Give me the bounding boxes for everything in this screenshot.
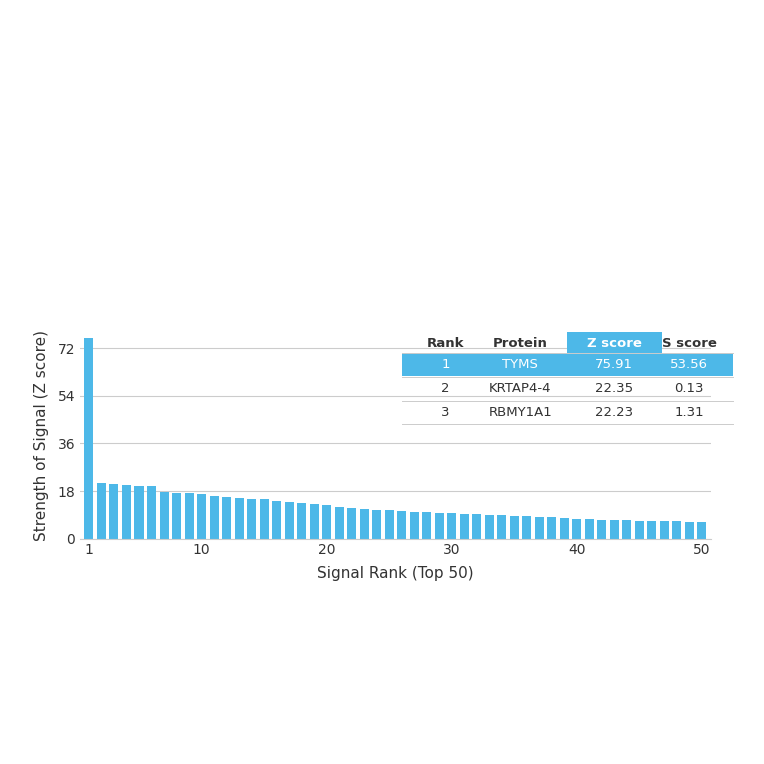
Text: 53.56: 53.56 <box>670 358 708 371</box>
Bar <box>247 499 256 539</box>
Bar <box>597 520 606 539</box>
Bar <box>422 512 431 539</box>
Bar <box>372 510 381 539</box>
Bar <box>134 486 144 539</box>
Bar <box>698 522 706 539</box>
Bar <box>535 517 544 539</box>
Bar <box>197 494 206 539</box>
Bar <box>322 505 331 539</box>
Bar <box>635 520 644 539</box>
Bar <box>510 516 519 539</box>
Text: RBMY1A1: RBMY1A1 <box>488 406 552 419</box>
Bar <box>410 512 419 539</box>
Bar <box>522 516 531 539</box>
Bar <box>209 496 219 539</box>
Bar <box>109 484 118 539</box>
Text: S score: S score <box>662 337 717 350</box>
Bar <box>97 483 106 539</box>
Bar <box>85 338 93 539</box>
Bar <box>222 497 231 539</box>
Text: 1.31: 1.31 <box>675 406 704 419</box>
Bar <box>685 522 694 539</box>
Bar <box>647 521 656 539</box>
Text: Z score: Z score <box>587 337 642 350</box>
FancyBboxPatch shape <box>402 354 733 376</box>
Bar <box>472 514 481 539</box>
Bar <box>384 510 393 539</box>
Bar <box>185 494 193 539</box>
Bar <box>622 520 631 539</box>
FancyBboxPatch shape <box>567 332 662 354</box>
Bar <box>484 515 494 539</box>
Bar <box>172 493 181 539</box>
Bar <box>560 518 568 539</box>
Text: Protein: Protein <box>493 337 548 350</box>
Text: 3: 3 <box>441 406 450 419</box>
Bar <box>572 519 581 539</box>
X-axis label: Signal Rank (Top 50): Signal Rank (Top 50) <box>317 566 474 581</box>
Bar <box>160 492 169 539</box>
Text: Rank: Rank <box>426 337 465 350</box>
Bar <box>547 517 556 539</box>
Bar <box>447 513 456 539</box>
Bar <box>297 503 306 539</box>
Bar <box>122 485 131 539</box>
Bar <box>660 521 668 539</box>
Text: 1: 1 <box>441 358 450 371</box>
Text: TYMS: TYMS <box>503 358 539 371</box>
Y-axis label: Strength of Signal (Z score): Strength of Signal (Z score) <box>34 330 49 541</box>
Bar <box>309 504 319 539</box>
Text: 75.91: 75.91 <box>595 358 633 371</box>
Bar <box>272 501 281 539</box>
Bar <box>347 508 356 539</box>
Text: 22.35: 22.35 <box>595 382 633 395</box>
Bar <box>672 521 681 539</box>
Bar <box>260 500 269 539</box>
Bar <box>235 498 244 539</box>
Bar <box>460 513 468 539</box>
Text: 2: 2 <box>441 382 450 395</box>
Text: 0.13: 0.13 <box>675 382 704 395</box>
Bar <box>284 502 293 539</box>
Bar <box>435 513 444 539</box>
Bar <box>147 486 156 539</box>
Bar <box>397 511 406 539</box>
Bar <box>610 520 619 539</box>
Bar <box>497 516 507 539</box>
Bar <box>360 509 368 539</box>
Text: 22.23: 22.23 <box>595 406 633 419</box>
Bar <box>584 519 594 539</box>
Text: KRTAP4-4: KRTAP4-4 <box>489 382 552 395</box>
Bar <box>335 507 344 539</box>
